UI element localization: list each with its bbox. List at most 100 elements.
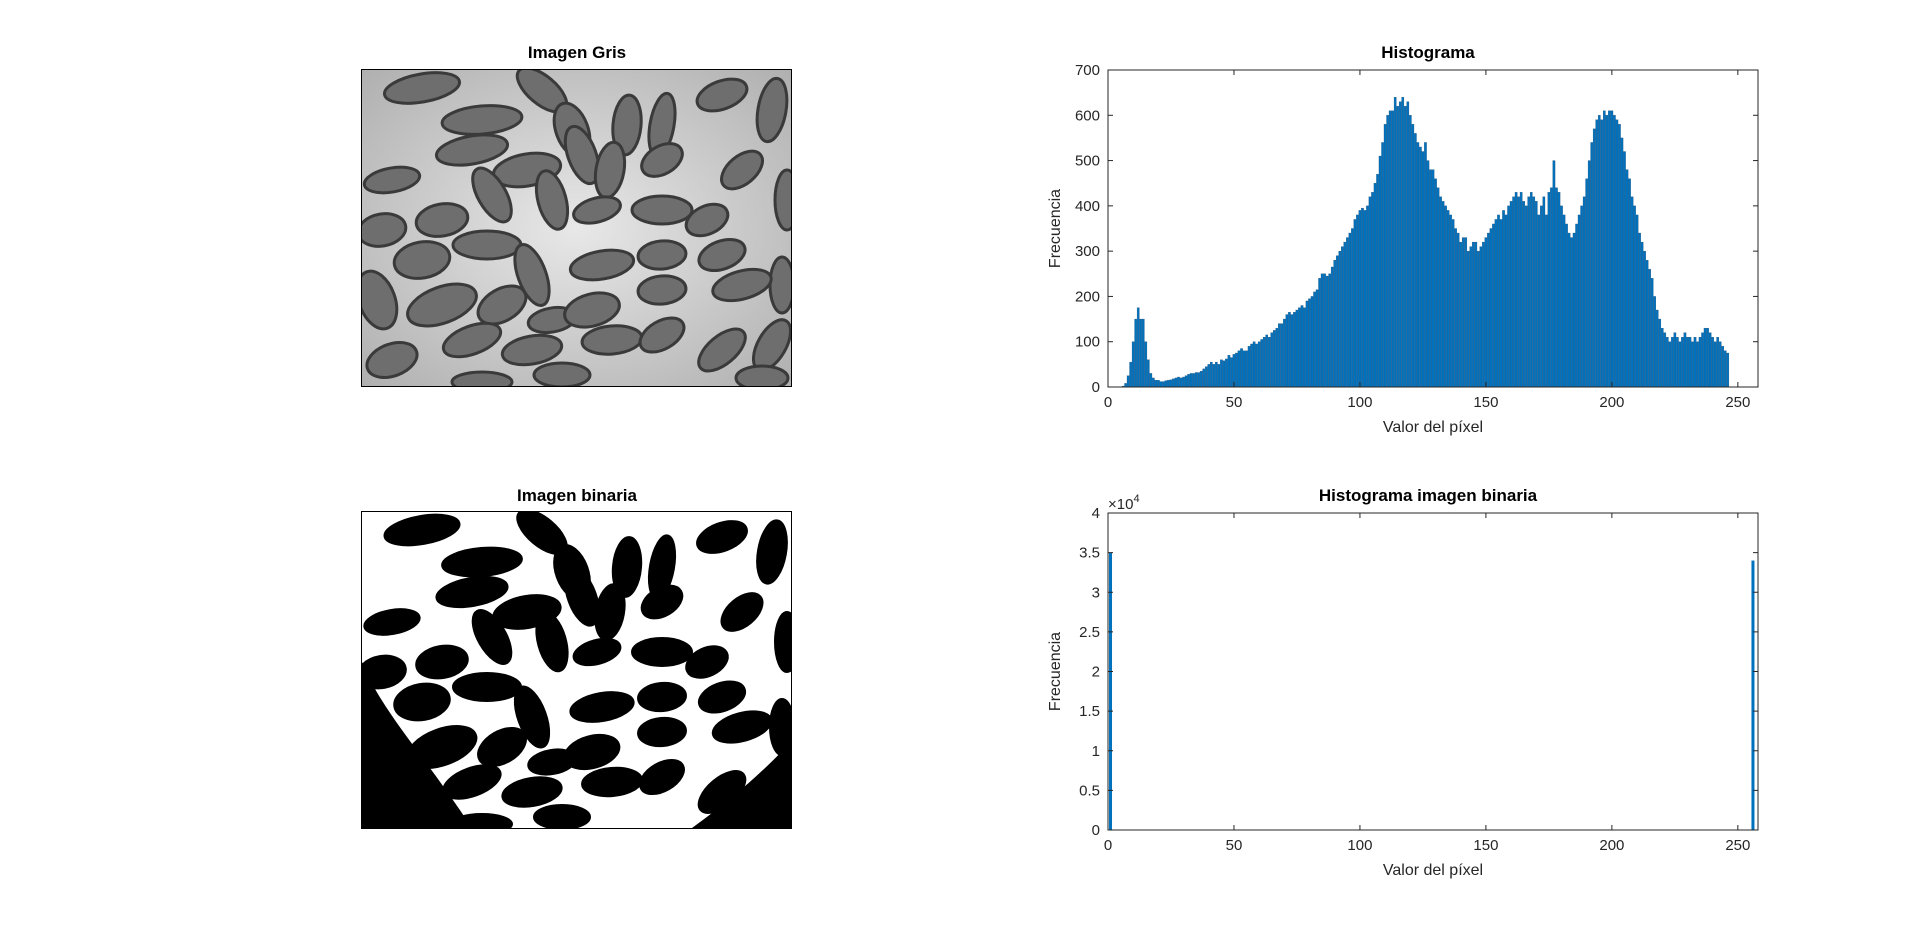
cell-shape: [477, 727, 527, 767]
y-tick-label: 400: [1075, 198, 1100, 215]
cell-shape: [434, 133, 510, 167]
binary-cells-picture: [362, 512, 791, 828]
y-exponent-power: 4: [1133, 493, 1139, 505]
cell-shape: [533, 804, 591, 828]
cell-shape: [697, 237, 747, 273]
cell-shape: [697, 680, 747, 714]
cell-shape: [415, 644, 469, 680]
x-tick-label: 150: [1473, 837, 1498, 854]
cell-shape: [362, 654, 407, 690]
binary-image-title: Imagen binaria: [517, 486, 637, 505]
cell-shape: [563, 124, 601, 186]
cell-shape: [451, 813, 513, 828]
gray-cells-picture: [362, 70, 791, 386]
cell-shape: [568, 248, 636, 282]
x-tick-label: 250: [1725, 394, 1750, 411]
cell-shape: [636, 239, 688, 271]
cell-shape: [476, 284, 528, 326]
cell-shape: [362, 712, 398, 772]
y-tick-label: 3: [1092, 584, 1100, 601]
cell-shape: [362, 212, 408, 248]
cell-shape: [500, 333, 564, 367]
cell-shape: [392, 240, 452, 280]
cell-shape: [640, 584, 684, 620]
cell-shape: [532, 361, 592, 386]
binary-image: [361, 511, 792, 829]
y-tick-label: 600: [1075, 107, 1100, 124]
histogram-title: Histograma: [1381, 43, 1475, 62]
cell-shape: [535, 611, 569, 673]
cell-shape: [563, 733, 621, 771]
cell-shape: [756, 519, 788, 585]
cell-shape: [697, 327, 747, 373]
binary-histogram-title: Histograma imagen binaria: [1318, 486, 1538, 505]
y-tick-label: 300: [1075, 243, 1100, 260]
cell-shape: [362, 165, 422, 195]
cell-shape: [572, 637, 622, 667]
cell-shape: [435, 575, 509, 609]
y-tick-label: 1: [1092, 743, 1100, 760]
cell-shape: [637, 681, 687, 713]
y-axis-label: Frecuencia: [1047, 189, 1064, 268]
cell-shape: [638, 316, 686, 354]
cell-shape: [382, 71, 462, 105]
cell-shape: [720, 149, 764, 191]
cell-shape: [735, 807, 789, 828]
cell-shape: [563, 291, 621, 329]
cell-shape: [414, 202, 470, 238]
cell-shape: [711, 710, 773, 744]
cell-shape: [697, 770, 747, 814]
y-tick-label: 2: [1092, 664, 1100, 681]
y-tick-label: 200: [1075, 288, 1100, 305]
cell-shape: [365, 783, 419, 821]
x-tick-label: 100: [1347, 837, 1372, 854]
y-tick-label: 0: [1092, 379, 1100, 396]
cell-shape: [640, 142, 684, 178]
gray-image: [361, 69, 792, 387]
x-axis-label: Valor del píxel: [1383, 862, 1483, 879]
x-tick-label: 0: [1104, 837, 1112, 854]
x-tick-label: 0: [1104, 394, 1112, 411]
cell-shape: [365, 341, 419, 379]
cell-shape: [393, 682, 451, 722]
cell-shape: [685, 645, 729, 679]
y-tick-label: 100: [1075, 334, 1100, 351]
cell-shape: [471, 166, 513, 224]
cell-shape: [442, 764, 502, 800]
cell-shape: [696, 520, 748, 554]
cell-shape: [631, 637, 693, 667]
cell-shape: [639, 758, 685, 796]
cell-shape: [695, 77, 749, 113]
gray-image-title: Imagen Gris: [527, 43, 627, 62]
cell-shape: [774, 611, 791, 673]
cell-shape: [471, 609, 513, 665]
cell-shape: [569, 691, 635, 723]
x-axis-label: Valor del píxel: [1383, 419, 1483, 436]
cell-shape: [406, 725, 478, 769]
x-tick-label: 50: [1226, 837, 1243, 854]
cell-shape: [406, 282, 478, 328]
y-tick-label: 1.5: [1079, 703, 1100, 720]
y-exponent-label: ×104: [1108, 493, 1140, 513]
cell-shape: [711, 267, 773, 303]
cell-shape: [630, 194, 694, 226]
cell-shape: [450, 370, 514, 386]
cell-shape: [637, 716, 687, 748]
plot-box: [1107, 512, 1759, 831]
x-tick-label: 250: [1725, 837, 1750, 854]
cell-shape: [441, 321, 503, 359]
y-tick-label: 0: [1092, 822, 1100, 839]
y-tick-label: 500: [1075, 153, 1100, 170]
cell-shape: [362, 269, 399, 331]
x-tick-label: 100: [1347, 394, 1372, 411]
cell-shape: [720, 592, 764, 632]
cell-shape: [513, 243, 551, 307]
y-axis-label: Frecuencia: [1047, 632, 1064, 711]
x-tick-label: 200: [1599, 837, 1624, 854]
cell-shape: [513, 685, 551, 749]
cell-shape: [734, 364, 790, 386]
histogram-bar: [1109, 552, 1113, 830]
y-tick-label: 2.5: [1079, 624, 1100, 641]
x-tick-label: 50: [1226, 394, 1243, 411]
cell-shape: [363, 608, 421, 636]
